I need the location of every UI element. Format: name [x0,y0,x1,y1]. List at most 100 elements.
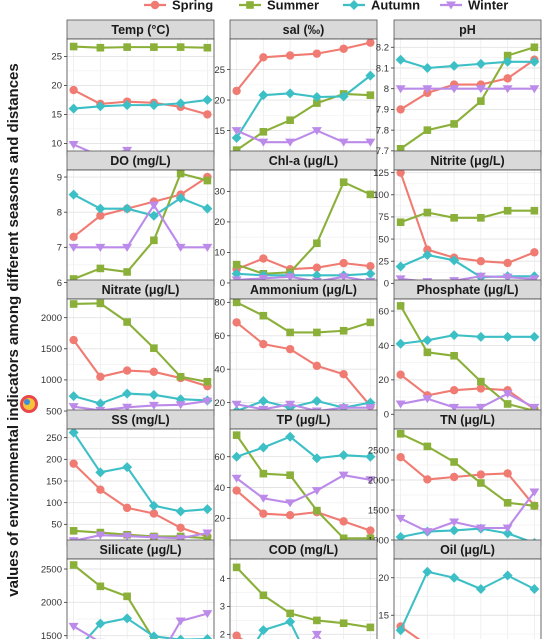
plot-background [67,299,214,416]
data-point-summer [313,328,321,337]
data-point-autumn [68,429,79,438]
data-point-winter [122,532,133,541]
series-group [231,39,376,154]
data-point-summer [477,214,485,222]
y-tick-label: 40 [214,483,225,494]
data-point-winter [529,85,540,94]
data-point-autumn [449,255,460,266]
y-tick-label: 0 [220,278,225,289]
y-tick-label: 80 [214,298,225,309]
data-point-autumn [311,453,322,464]
data-point-spring [339,370,348,379]
data-point-winter [338,138,349,147]
series-line-spring [72,176,208,238]
series-line-summer [73,172,208,280]
data-point-autumn [176,634,185,639]
y-tick-label: 30 [214,187,225,198]
data-point-spring [312,361,322,371]
data-point-winter [231,127,242,136]
panel-title: Oil (μg/L) [440,543,495,557]
panel-title: COD (mg/L) [269,543,338,557]
y-tick-label: 15 [51,110,62,121]
data-point-summer [232,563,241,572]
y-tick-label: 8.1 [376,63,389,74]
data-point-winter [475,272,486,281]
y-tick-label: 1500 [368,505,389,516]
y-tick-label: 60 [214,331,225,342]
panel-title: sal (‰) [283,23,325,37]
data-point-spring [339,44,348,53]
data-point-winter [395,400,406,409]
data-point-autumn [395,261,406,272]
data-point-summer [530,206,539,215]
data-point-summer [96,264,105,273]
y-tick-label: 25 [51,52,62,63]
data-point-autumn [529,56,540,67]
plot-background [230,170,377,286]
y-tick-label: 7.8 [376,125,389,136]
data-point-winter [202,529,213,538]
data-point-autumn [122,100,133,111]
data-point-spring [259,339,268,349]
series-line-spring [235,41,371,92]
data-point-summer [259,591,268,600]
data-point-autumn [95,101,106,112]
data-point-winter [68,141,79,150]
series-line-spring [73,89,208,116]
data-point-winter [475,85,486,94]
panel-tp-g-l: TP (μg/L) 20 40 60 [214,409,378,547]
y-tick-label: 25 [214,65,225,76]
data-point-autumn [285,88,296,99]
data-point-autumn [365,70,376,81]
data-point-winter [502,85,513,94]
y-tick-label: 100 [373,190,389,201]
data-point-summer [477,97,485,105]
data-point-spring [530,248,539,257]
y-tick-label: 2000 [368,475,389,486]
data-point-autumn [148,210,159,221]
data-point-winter [122,243,133,252]
data-point-summer [396,302,405,310]
series-line-autumn [399,570,535,631]
legend-item-autumn: Autumn [343,0,420,13]
y-tick-label: 2000 [41,598,62,609]
data-point-summer [286,328,294,337]
data-point-winter [285,138,296,147]
data-point-summer [366,534,375,543]
y-tick-label: 1500 [41,344,62,355]
data-point-winter [311,630,322,639]
series-group [395,430,540,546]
data-point-summer [339,619,348,627]
data-point-summer [366,623,375,632]
series-line-autumn [85,617,208,639]
data-point-spring [449,385,459,395]
panel-ammonium-g-l: Ammonium (μg/L) 20 40 60 80 [214,279,378,417]
data-point-autumn [122,203,133,214]
data-point-summer [423,348,432,357]
y-tick-label: 50 [378,234,389,245]
data-point-summer [503,206,512,215]
y-tick-label: 8.2 [376,43,389,54]
data-point-autumn [475,584,486,594]
series-group [68,170,213,283]
data-point-winter [258,138,269,147]
data-point-spring [366,261,375,271]
data-point-autumn [122,462,133,473]
data-point-summer [450,351,458,360]
data-point-spring [232,486,241,495]
data-point-autumn [175,193,186,204]
series-line-spring [236,257,371,271]
data-point-autumn [395,625,406,636]
series-line-spring [235,321,372,407]
data-point-winter [395,514,406,523]
data-point-spring [503,74,512,83]
panel-title: pH [459,23,476,37]
data-point-spring [96,211,105,220]
data-point-spring [396,170,405,177]
data-point-autumn [258,442,269,453]
data-point-spring [339,258,348,268]
data-point-autumn [175,506,186,517]
y-tick-label: 10 [214,248,225,259]
